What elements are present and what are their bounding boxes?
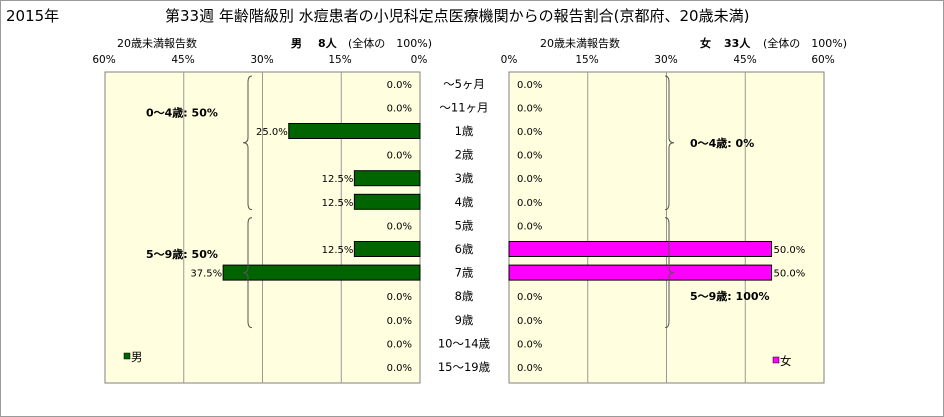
male-value-label: 37.5%	[190, 269, 222, 280]
male-age-group-annotation: 0～4歳: 50%	[146, 105, 218, 119]
female-legend-label: 女	[780, 354, 792, 368]
male-value-label: 0.0%	[387, 316, 412, 327]
age-category-label: 1歳	[455, 124, 474, 138]
male-header-total: (全体の 100%)	[348, 37, 433, 50]
age-category-label: 3歳	[455, 171, 474, 185]
female-value-label: 0.0%	[517, 363, 542, 374]
female-value-label: 0.0%	[517, 221, 542, 232]
male-value-label: 0.0%	[387, 292, 412, 303]
male-age-group-annotation: 5～9歳: 50%	[146, 247, 218, 261]
female-value-label: 0.0%	[517, 198, 542, 209]
male-value-label: 0.0%	[387, 151, 412, 162]
male-value-label: 0.0%	[387, 103, 412, 114]
female-value-label: 50.0%	[774, 269, 806, 280]
male-bar	[353, 193, 421, 210]
male-value-label: 12.5%	[322, 198, 354, 209]
female-age-group-annotation: 0～4歳: 0%	[690, 136, 754, 150]
female-header-sex: 女	[700, 37, 711, 50]
age-category-label: 7歳	[455, 266, 474, 280]
female-value-label: 0.0%	[517, 316, 542, 327]
age-category-label: 4歳	[455, 195, 474, 209]
female-value-label: 0.0%	[517, 103, 542, 114]
female-age-group-brace	[664, 75, 675, 211]
age-category-label: ～5ヶ月	[443, 77, 485, 91]
male-tick-label: 15%	[328, 54, 352, 66]
female-value-label: 0.0%	[517, 292, 542, 303]
chart-year: 2015年	[6, 7, 60, 25]
age-category-label: 5歳	[455, 218, 474, 232]
male-tick-label: 45%	[171, 54, 195, 66]
female-header-total: (全体の 100%)	[763, 37, 848, 50]
male-header-count: 8人	[318, 37, 337, 50]
male-value-label: 12.5%	[322, 174, 354, 185]
age-category-label: 15～19歳	[438, 360, 491, 374]
male-legend-label: 男	[131, 350, 143, 364]
female-tick-label: 60%	[811, 54, 835, 66]
female-value-label: 50.0%	[774, 245, 806, 256]
female-tick-label: 15%	[575, 54, 599, 66]
male-value-label: 0.0%	[387, 363, 412, 374]
female-bar	[508, 264, 772, 281]
age-category-label: 2歳	[455, 148, 474, 162]
female-value-label: 0.0%	[517, 151, 542, 162]
female-value-label: 0.0%	[517, 174, 542, 185]
age-category-label: 10～14歳	[438, 336, 491, 350]
male-header-sex: 男	[291, 37, 302, 50]
female-age-group-brace	[664, 217, 675, 329]
female-value-label: 0.0%	[517, 127, 542, 138]
male-axis-title: 20歳未満報告数	[117, 37, 197, 50]
female-legend-swatch	[772, 356, 780, 364]
male-bar	[353, 241, 421, 257]
female-axis-title: 20歳未満報告数	[540, 37, 620, 50]
male-tick-label: 30%	[250, 54, 274, 66]
chart-title: 第33週 年齢階級別 水痘患者の小児科定点医療機関からの報告割合(京都府、20歳…	[165, 7, 750, 25]
female-header-count: 33人	[724, 37, 751, 50]
male-value-label: 0.0%	[387, 339, 412, 350]
male-tick-label: 60%	[92, 54, 116, 66]
female-tick-label: 0%	[500, 54, 518, 66]
male-age-group-brace	[242, 217, 253, 329]
female-age-group-annotation: 5～9歳: 100%	[690, 289, 770, 303]
age-category-label: 6歳	[455, 242, 474, 256]
male-value-label: 25.0%	[256, 127, 288, 138]
female-bar	[508, 241, 772, 257]
female-value-label: 0.0%	[517, 80, 542, 91]
age-category-label: ～11ヶ月	[439, 100, 488, 114]
age-category-label: 9歳	[455, 313, 474, 327]
female-value-label: 0.0%	[517, 339, 542, 350]
male-age-group-brace	[242, 75, 253, 211]
male-value-label: 0.0%	[387, 221, 412, 232]
male-bar	[222, 264, 421, 281]
female-tick-label: 30%	[654, 54, 678, 66]
age-category-label: 8歳	[455, 289, 474, 303]
female-tick-label: 45%	[733, 54, 757, 66]
male-value-label: 12.5%	[322, 245, 354, 256]
male-legend-swatch	[123, 352, 131, 360]
male-bar	[353, 170, 421, 187]
male-bar	[288, 123, 421, 139]
male-tick-label: 0%	[410, 54, 428, 66]
male-value-label: 0.0%	[387, 80, 412, 91]
